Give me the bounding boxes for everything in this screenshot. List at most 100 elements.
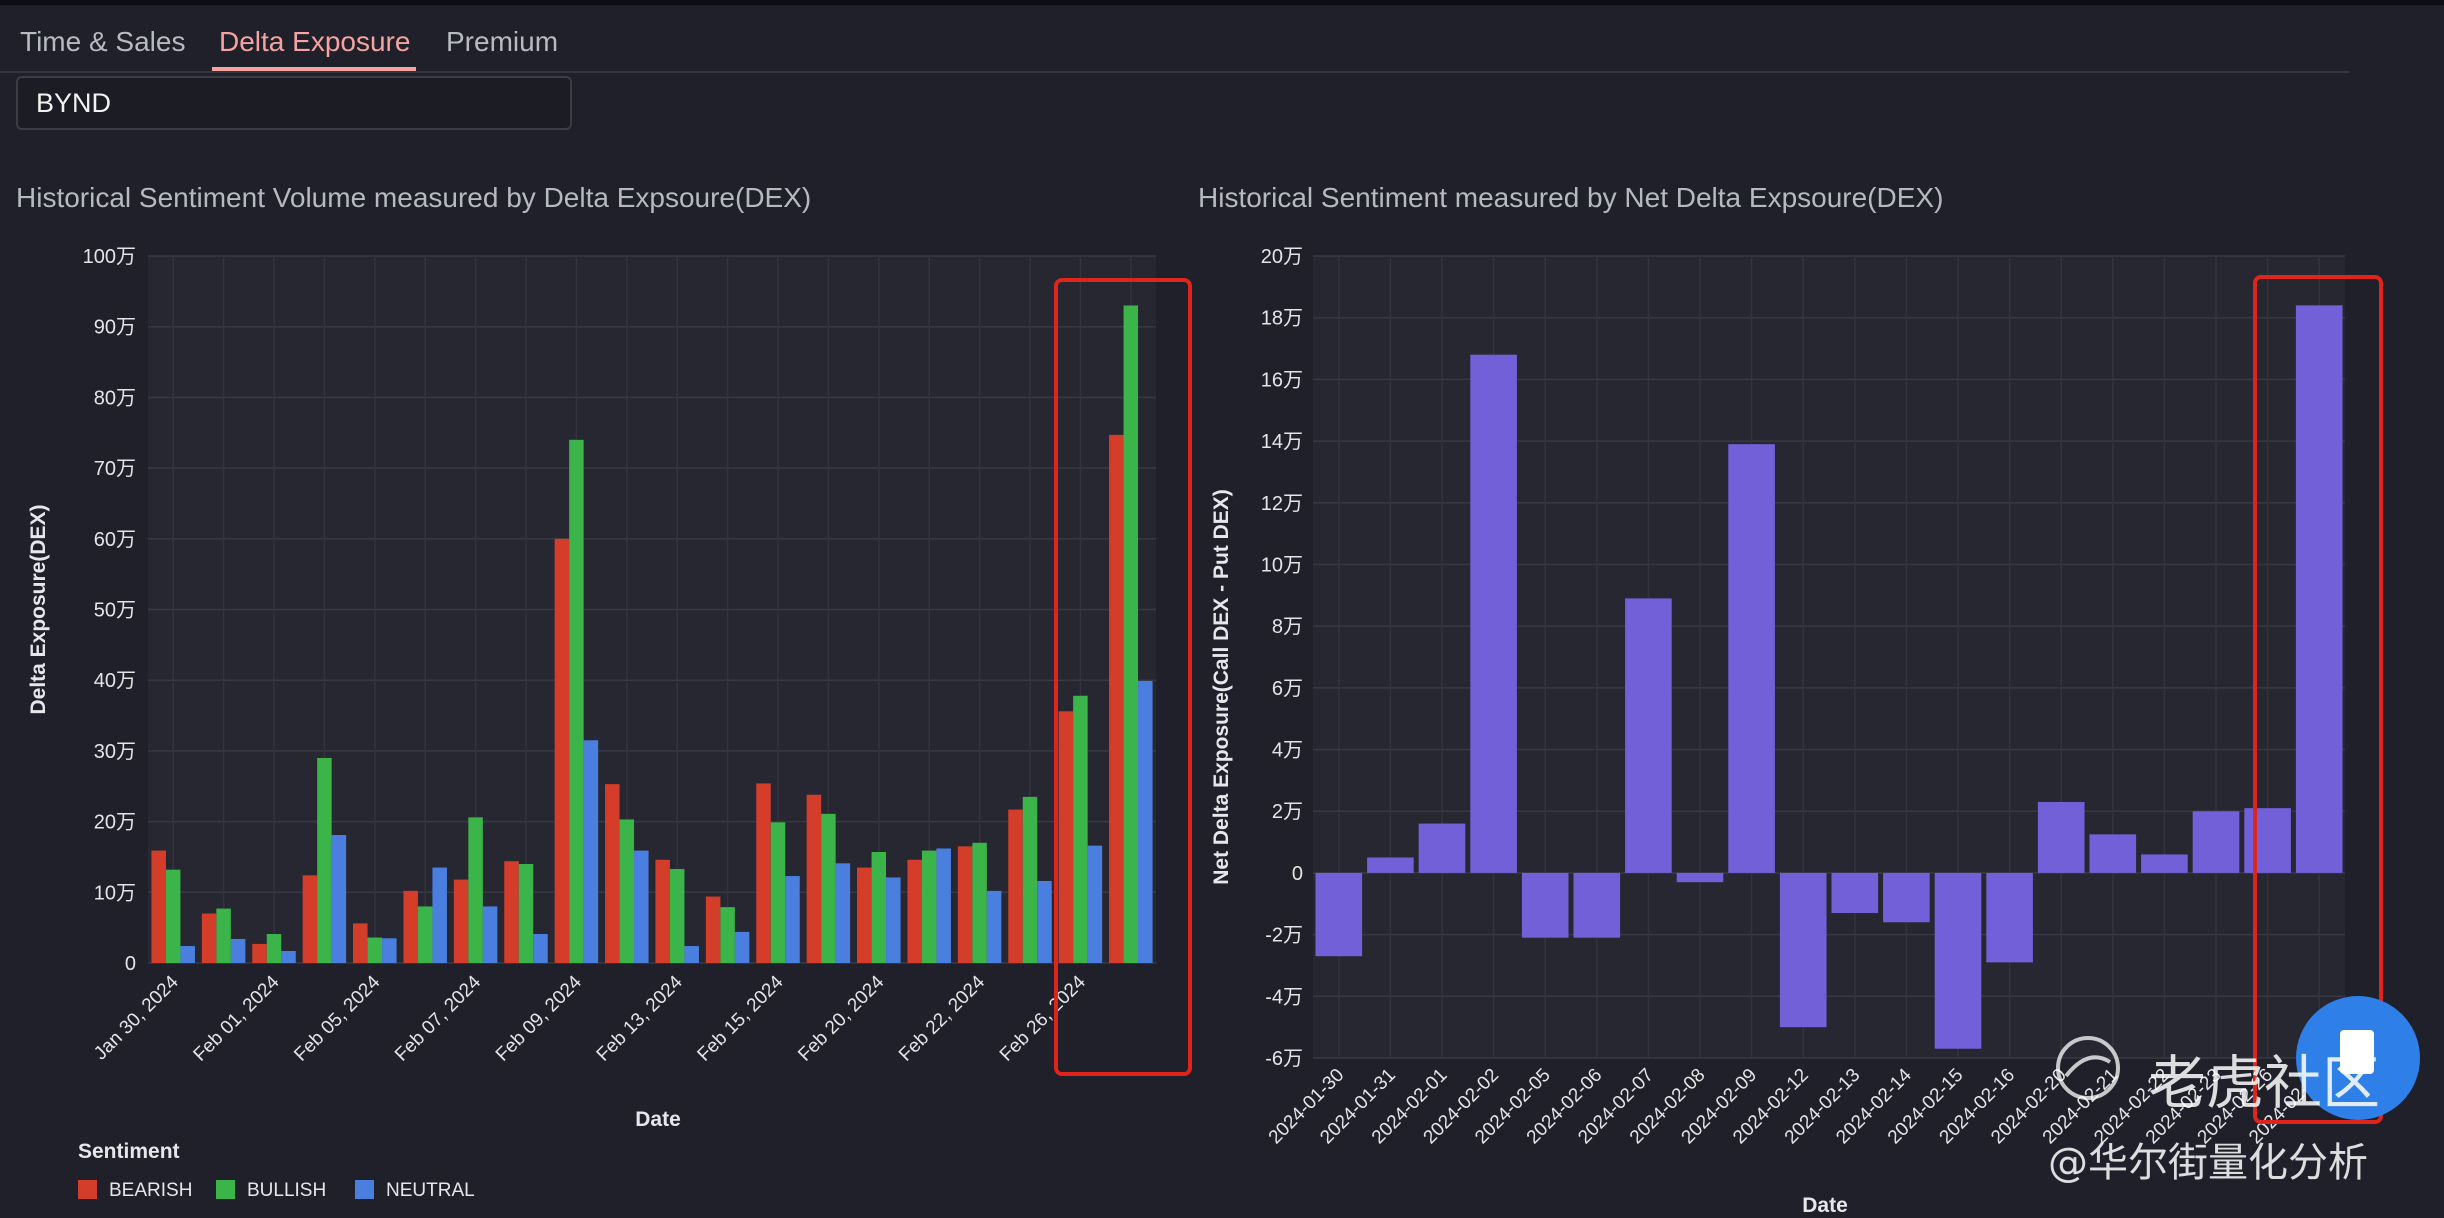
right-bar[interactable] <box>1367 857 1414 873</box>
ticker-input[interactable]: BYND <box>16 76 572 130</box>
right-bar[interactable] <box>1573 872 1621 938</box>
left-bar-bearish[interactable] <box>453 879 469 963</box>
left-bar-bearish[interactable] <box>1109 434 1124 964</box>
left-xtick-label: Feb 05, 2024 <box>290 971 384 1065</box>
left-bar-neutral[interactable] <box>835 863 851 963</box>
left-bar-neutral[interactable] <box>936 848 951 963</box>
right-bar[interactable] <box>1315 872 1363 957</box>
legend-item-bullish[interactable]: BULLISH <box>216 1180 326 1202</box>
left-bar-bearish[interactable] <box>403 890 418 963</box>
left-bar-bullish[interactable] <box>972 842 987 963</box>
left-bar-bullish[interactable] <box>821 813 836 963</box>
left-bar-neutral[interactable] <box>785 876 800 963</box>
left-bar-bullish[interactable] <box>720 907 735 963</box>
legend-label-bearish: BEARISH <box>109 1180 193 1201</box>
left-xtick-label: Jan 30, 2024 <box>90 971 183 1064</box>
right-bar[interactable] <box>2089 834 2137 873</box>
left-bar-bearish[interactable] <box>907 859 922 963</box>
left-bar-neutral[interactable] <box>886 877 901 963</box>
left-bar-bearish[interactable] <box>806 794 822 963</box>
active-tab-indicator <box>212 67 416 71</box>
left-bar-neutral[interactable] <box>583 740 599 963</box>
left-bar-bullish[interactable] <box>1073 695 1088 963</box>
right-bar[interactable] <box>1521 872 1569 938</box>
left-bar-neutral[interactable] <box>734 931 750 963</box>
right-bar[interactable] <box>1986 872 2033 963</box>
left-bar-bearish[interactable] <box>1008 809 1023 963</box>
right-bar[interactable] <box>1676 872 1724 883</box>
left-bar-bearish[interactable] <box>302 875 318 963</box>
left-bar-neutral[interactable] <box>281 950 296 963</box>
left-bar-bullish[interactable] <box>216 908 231 963</box>
tab-time-and-sales[interactable]: Time & Sales <box>20 26 186 57</box>
left-bar-bearish[interactable] <box>957 846 973 963</box>
left-bar-neutral[interactable] <box>382 938 397 963</box>
left-bar-bullish[interactable] <box>468 817 483 963</box>
left-bar-bearish[interactable] <box>252 943 267 963</box>
right-bar[interactable] <box>1418 823 1466 873</box>
tab-premium[interactable]: Premium <box>446 26 559 57</box>
left-bar-neutral[interactable] <box>1087 845 1103 963</box>
right-bar[interactable] <box>2192 811 2240 873</box>
watermark-handle: @华尔街量化分析 <box>2048 1140 2368 1186</box>
left-bar-neutral[interactable] <box>1138 680 1153 963</box>
right-bar[interactable] <box>2244 808 2291 873</box>
left-bar-bullish[interactable] <box>921 850 937 963</box>
left-bar-neutral[interactable] <box>180 946 195 963</box>
left-bar-bullish[interactable] <box>317 757 332 963</box>
left-y-axis-label: Delta Exposure(DEX) <box>27 504 50 714</box>
left-bar-neutral[interactable] <box>533 934 548 963</box>
left-bar-neutral[interactable] <box>432 867 447 963</box>
right-ytick-label: 10万 <box>1261 554 1303 576</box>
legend-item-neutral[interactable]: NEUTRAL <box>355 1180 475 1202</box>
left-bar-bullish[interactable] <box>1022 796 1038 963</box>
left-bar-bullish[interactable] <box>367 937 383 963</box>
right-bar[interactable] <box>1831 872 1879 914</box>
left-bar-bullish[interactable] <box>871 852 887 963</box>
neutral-swatch <box>355 1180 374 1199</box>
left-bar-neutral[interactable] <box>230 938 246 963</box>
left-bar-bullish[interactable] <box>266 934 282 963</box>
left-bar-bearish[interactable] <box>201 913 217 963</box>
left-bar-bullish[interactable] <box>569 439 584 963</box>
left-bar-bearish[interactable] <box>857 867 872 963</box>
left-bar-bearish[interactable] <box>504 861 519 963</box>
left-bar-neutral[interactable] <box>331 835 347 963</box>
left-bar-bullish[interactable] <box>770 822 786 963</box>
left-bar-bullish[interactable] <box>669 868 685 963</box>
left-bar-bearish[interactable] <box>605 784 620 963</box>
right-bar[interactable] <box>1779 872 1827 1028</box>
left-bar-bearish[interactable] <box>353 923 368 963</box>
left-ytick-label: 70万 <box>94 458 136 480</box>
left-x-axis-label: Date <box>635 1108 681 1131</box>
left-bar-bullish[interactable] <box>619 819 635 963</box>
left-bar-neutral[interactable] <box>684 946 699 963</box>
left-bar-neutral[interactable] <box>1037 880 1052 963</box>
left-bar-bearish[interactable] <box>554 538 570 963</box>
left-bar-bearish[interactable] <box>151 850 166 963</box>
right-bar[interactable] <box>1728 444 1775 873</box>
right-bar[interactable] <box>2037 801 2085 873</box>
left-bar-neutral[interactable] <box>986 890 1002 963</box>
left-bar-bullish[interactable] <box>417 906 433 963</box>
right-bar[interactable] <box>2141 854 2188 873</box>
right-bar[interactable] <box>1883 872 1930 923</box>
right-ytick-label: 0 <box>1292 863 1303 885</box>
left-bar-bearish[interactable] <box>705 896 721 963</box>
left-xtick-label: Feb 07, 2024 <box>391 971 485 1065</box>
legend-item-bearish[interactable]: BEARISH <box>78 1180 192 1202</box>
tab-delta-exposure[interactable]: Delta Exposure <box>219 26 411 57</box>
left-bar-bullish[interactable] <box>165 869 181 963</box>
right-y-axis-label: Net Delta Exposure(Call DEX - Put DEX) <box>1210 489 1233 885</box>
left-bar-bearish[interactable] <box>756 783 771 963</box>
right-bar[interactable] <box>2295 305 2343 873</box>
left-bar-bullish[interactable] <box>1123 305 1139 963</box>
left-bar-neutral[interactable] <box>634 850 649 963</box>
right-bar[interactable] <box>1625 598 1672 873</box>
right-bar[interactable] <box>1934 872 1982 1049</box>
left-bar-bearish[interactable] <box>1058 711 1074 963</box>
left-bar-bullish[interactable] <box>518 864 534 963</box>
right-bar[interactable] <box>1470 354 1517 873</box>
left-bar-bearish[interactable] <box>655 859 670 963</box>
left-bar-neutral[interactable] <box>482 906 498 963</box>
